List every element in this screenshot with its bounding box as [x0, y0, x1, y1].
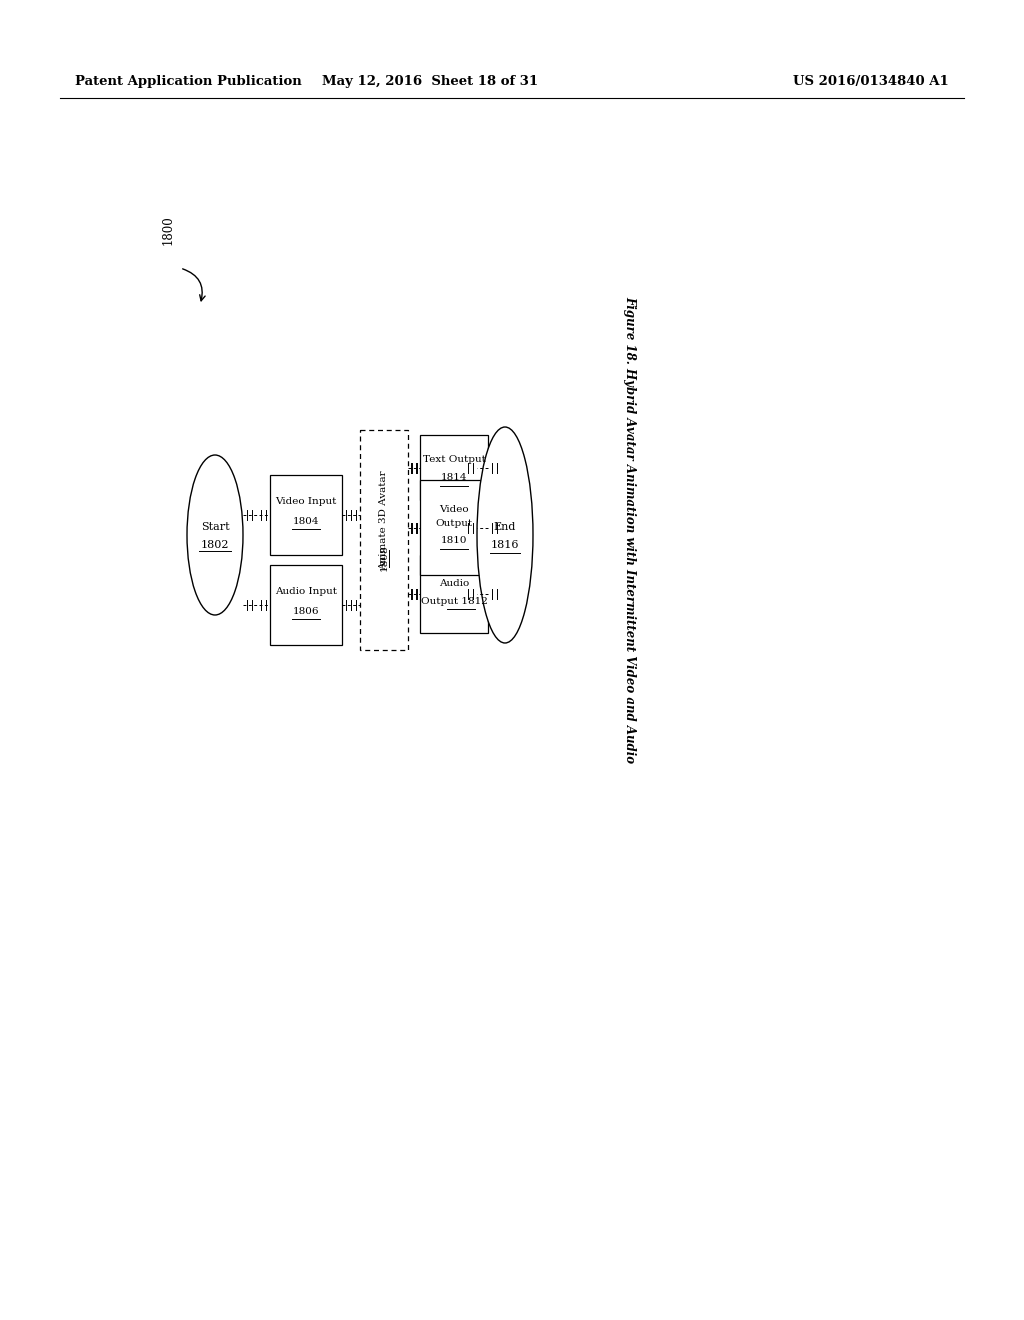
Ellipse shape: [477, 426, 534, 643]
Bar: [270, 565, 342, 645]
Text: 1800: 1800: [162, 215, 174, 246]
Text: Animate 3D Avatar: Animate 3D Avatar: [380, 470, 388, 570]
Text: 1816: 1816: [490, 540, 519, 550]
Text: 1802: 1802: [201, 540, 229, 550]
Text: Patent Application Publication: Patent Application Publication: [75, 75, 302, 88]
Text: 1804: 1804: [293, 516, 319, 525]
Text: Video Input: Video Input: [275, 496, 337, 506]
Text: End: End: [494, 521, 516, 532]
Text: Video: Video: [439, 506, 469, 513]
Text: Start: Start: [201, 521, 229, 532]
Bar: [270, 475, 342, 554]
Bar: [360, 430, 408, 649]
Text: 1814: 1814: [440, 473, 467, 482]
Text: Output: Output: [435, 519, 472, 528]
Text: 1806: 1806: [293, 606, 319, 615]
Bar: [420, 436, 488, 500]
Text: Audio: Audio: [439, 579, 469, 589]
Text: 1808: 1808: [380, 545, 388, 572]
Text: Figure 18. Hybrid Avatar Animation with Intermittent Video and Audio: Figure 18. Hybrid Avatar Animation with …: [624, 297, 637, 763]
Ellipse shape: [187, 455, 243, 615]
Text: Output 1812: Output 1812: [421, 597, 487, 606]
Text: Text Output: Text Output: [423, 455, 485, 465]
Text: Audio Input: Audio Input: [275, 586, 337, 595]
Bar: [420, 554, 488, 634]
Text: May 12, 2016  Sheet 18 of 31: May 12, 2016 Sheet 18 of 31: [322, 75, 539, 88]
Text: US 2016/0134840 A1: US 2016/0134840 A1: [794, 75, 949, 88]
Text: 1810: 1810: [440, 536, 467, 545]
Bar: [420, 480, 488, 576]
